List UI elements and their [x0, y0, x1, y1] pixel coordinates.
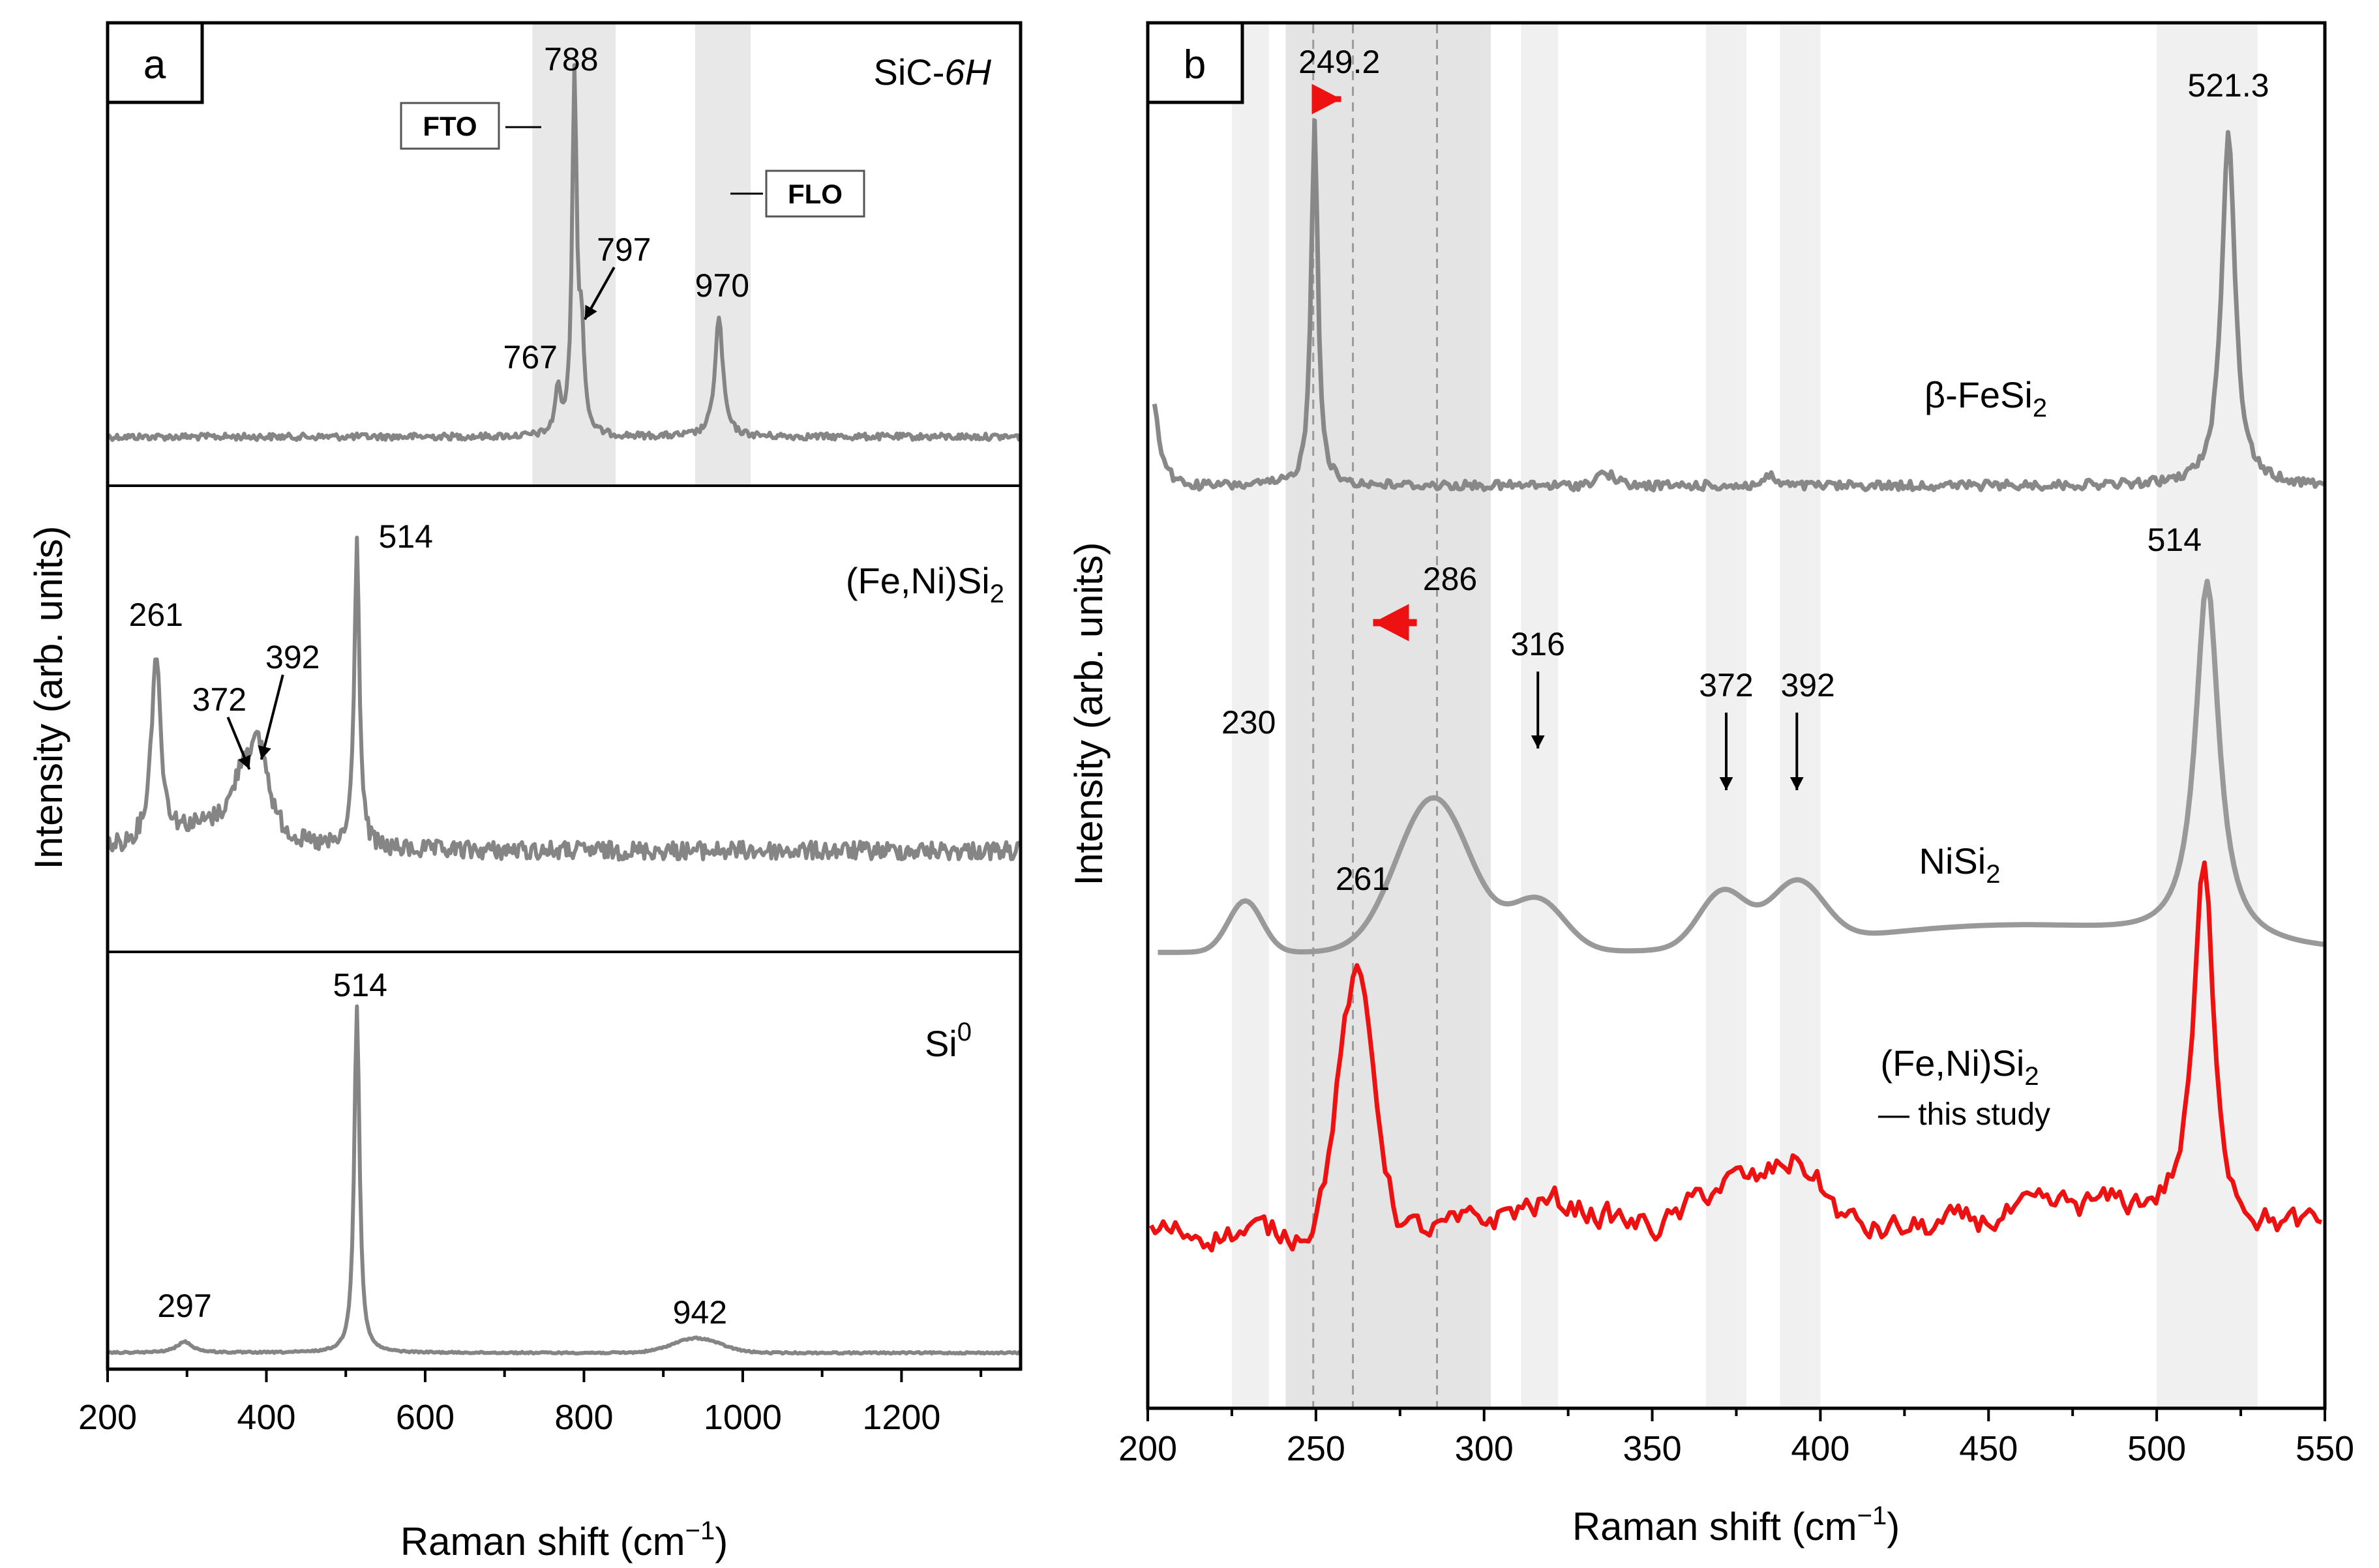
panel-a-peak-label-2-942: 942: [673, 1294, 727, 1331]
panel-b-shaded-band-0: [1231, 24, 1269, 1407]
panel-a-peak-label-1-372: 372: [192, 681, 247, 718]
panel-b-peak-label-1-372: 372: [1699, 667, 1753, 703]
panel-a-sample-label-1: (Fe,Ni)Si2: [846, 560, 1004, 608]
panel-b-x-tick-label-350: 350: [1623, 1429, 1682, 1468]
panel-b-spectrum-fesi2: [1152, 118, 2326, 493]
panel-b-spectrum-nisi2: [1158, 578, 2326, 955]
panel-b-shaded-band-5: [2157, 24, 2258, 1407]
panel-b-x-tick-label-500: 500: [2127, 1429, 2186, 1468]
panel-a-x-tick-label-600: 600: [396, 1398, 455, 1437]
panel-a-shaded-band-1: [695, 24, 751, 484]
panel-a-x-tick-label-800: 800: [554, 1398, 613, 1437]
panel-a-sample-label-2: Si0: [925, 1018, 972, 1064]
panel-a-spectrum-2: [107, 1004, 1022, 1356]
panel-b-shaded-band-4: [1780, 24, 1821, 1407]
panel-a-arrow-392-head: [258, 745, 271, 760]
this-study-note: — this study: [1878, 1097, 2050, 1132]
panel-b-red-arrow-left-head: [1373, 604, 1409, 642]
panel-b-spectrum-fenisi2: [1149, 860, 2322, 1253]
flo-label: FLO: [788, 179, 843, 209]
panel-b-arrow-372-head: [1719, 777, 1733, 790]
panel-a-peak-label-0-797: 797: [597, 231, 651, 268]
panel-a-frame: [106, 21, 1023, 1371]
panel-b-x-tick-label-250: 250: [1287, 1429, 1345, 1468]
panel-a-x-tick-label-400: 400: [237, 1398, 295, 1437]
panel-a-x-tick-label-1200: 1200: [862, 1398, 940, 1437]
panel-b-x-tick-label-300: 300: [1455, 1429, 1514, 1468]
panel-a-peak-label-2-297: 297: [157, 1288, 211, 1324]
panel-b-peak-label-0-249.2: 249.2: [1298, 44, 1380, 80]
panel-b-peak-label-0-521.3: 521.3: [2187, 67, 2269, 104]
panel-b-peak-label-1-230: 230: [1221, 704, 1276, 741]
panel-b-shaded-band-2: [1521, 24, 1559, 1407]
panel-b-series-label-1: NiSi2: [1919, 840, 2001, 889]
panel-a-arrow-392-shaft: [260, 674, 284, 760]
panel-b-arrow-392-head: [1789, 777, 1804, 790]
panel-b-series-label-0: β-FeSi2: [1924, 374, 2047, 422]
panel-a-peak-label-2-514: 514: [333, 967, 387, 1003]
panel-a-letter: a: [143, 42, 166, 87]
panel-b-peak-label-1-514: 514: [2147, 522, 2202, 558]
panel-b-series-label-2: (Fe,Ni)Si2: [1880, 1043, 2039, 1091]
panel-a: 200 400 600 800 1000 1200 767 788 797 970 261 372 3…: [27, 21, 1023, 1563]
panel-b-x-axis-title: Raman shift (cm−1): [1572, 1501, 1900, 1548]
flo-box: [765, 170, 865, 218]
panel-a-x-tick-label-1000: 1000: [704, 1398, 782, 1437]
panel-a-peak-label-0-767: 767: [503, 339, 558, 376]
panel-b-red-arrow-right-head: [1311, 83, 1341, 115]
panel-b-peak-label-1-286: 286: [1423, 561, 1477, 597]
panel-b-peak-label-1-392: 392: [1780, 667, 1834, 703]
panel-a-peak-label-1-261: 261: [129, 597, 183, 633]
panel-a-x-tick-label-200: 200: [78, 1398, 137, 1437]
panel-b-x-tick-label-200: 200: [1118, 1429, 1177, 1468]
panel-b-peak-label-1-316: 316: [1511, 626, 1565, 662]
panel-a-spectrum-1: [106, 535, 1021, 862]
panel-b-letter-box: [1146, 21, 1244, 104]
panel-b-letter: b: [1184, 42, 1206, 87]
panel-a-peak-label-0-970: 970: [695, 267, 749, 304]
panel-a-letter-box: [106, 21, 204, 104]
panel-a-y-axis-title: Intensity (arb. units): [27, 526, 70, 870]
panel-a-peak-label-1-392: 392: [265, 639, 320, 675]
panel-b-x-tick-label-450: 450: [1959, 1429, 2018, 1468]
panel-a-sample-label-0: SiC-6H: [874, 52, 992, 93]
fto-label: FTO: [423, 111, 477, 141]
panel-a-x-axis-title: Raman shift (cm−1): [400, 1516, 728, 1563]
panel-b-peak-label-2-261: 261: [1336, 861, 1390, 897]
panel-b-x-tick-label-550: 550: [2296, 1429, 2354, 1468]
panel-b: 200 250 300 350 400 450 500 550 249.2 521.3 230 28…: [1067, 21, 2354, 1548]
panel-b-y-axis-title: Intensity (arb. units): [1067, 542, 1111, 886]
fto-box: [400, 102, 500, 150]
panel-a-spectrum-0: [106, 63, 1022, 442]
panel-a-arrow-797-head: [584, 304, 597, 319]
panel-b-x-tick-label-400: 400: [1791, 1429, 1849, 1468]
panel-a-peak-label-0-788: 788: [544, 41, 598, 78]
panel-a-peak-label-1-514: 514: [379, 518, 433, 555]
panel-b-arrow-316-head: [1531, 735, 1545, 748]
panel-a-arrow-372-head: [238, 754, 251, 769]
